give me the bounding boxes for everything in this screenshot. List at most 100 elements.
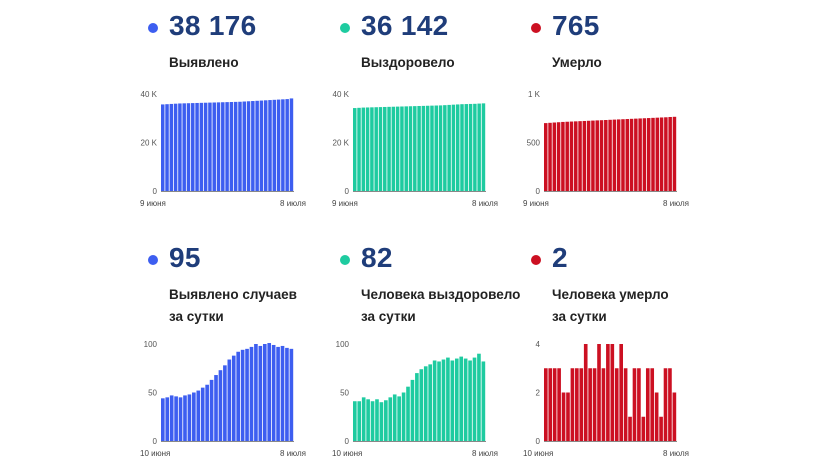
daily-deaths-label: Человека умерло за сутки xyxy=(552,284,669,328)
bar xyxy=(583,344,588,441)
bar xyxy=(672,116,677,191)
bar xyxy=(481,103,486,191)
x-tick-label-start: 10 июня xyxy=(523,449,553,458)
bar xyxy=(251,101,255,191)
x-tick-label-end: 8 июля xyxy=(280,449,306,458)
bar xyxy=(196,390,201,441)
bar xyxy=(443,105,447,191)
bar xyxy=(289,98,294,191)
bar xyxy=(255,100,259,191)
bar xyxy=(192,392,196,441)
bar xyxy=(395,106,400,191)
bar xyxy=(438,105,443,191)
bar xyxy=(477,353,481,441)
bar xyxy=(552,122,557,191)
bar xyxy=(417,106,421,191)
bar xyxy=(370,107,374,191)
legend-dot-icon xyxy=(148,255,158,265)
bar xyxy=(464,104,469,191)
bar xyxy=(421,105,426,191)
bar xyxy=(565,121,569,191)
label-line-1: Человека умерло xyxy=(552,287,669,302)
bar xyxy=(214,375,218,441)
bar xyxy=(645,368,650,441)
bar xyxy=(259,100,264,191)
bar xyxy=(415,373,419,441)
bar xyxy=(408,106,413,191)
x-tick-label-end: 8 июля xyxy=(663,199,689,208)
bar xyxy=(357,401,362,441)
y-tick-label: 0 xyxy=(536,437,541,446)
label-line-1: Выявлено случаев xyxy=(169,287,297,302)
label-line-1: Человека выздоровело xyxy=(361,287,521,302)
bar xyxy=(591,120,595,191)
bar xyxy=(437,361,441,441)
bar xyxy=(285,99,289,191)
bar xyxy=(425,105,430,191)
bar xyxy=(634,118,638,191)
legend-dot-icon xyxy=(340,23,350,33)
bar xyxy=(447,104,451,191)
bar xyxy=(379,402,384,441)
bar xyxy=(651,117,655,191)
bar xyxy=(477,103,481,191)
bar xyxy=(249,346,254,441)
bar xyxy=(182,103,186,191)
x-tick-label-start: 9 июня xyxy=(523,199,549,208)
y-tick-label: 100 xyxy=(144,340,158,349)
bar xyxy=(357,107,361,191)
total-cases-value: 38 176 xyxy=(169,10,257,41)
bar xyxy=(638,118,642,191)
bar xyxy=(186,103,191,191)
bar xyxy=(229,102,234,191)
bar xyxy=(432,360,437,441)
bar xyxy=(468,103,473,191)
bar xyxy=(599,120,604,191)
bar xyxy=(397,396,401,441)
y-tick-label: 0 xyxy=(536,187,541,196)
bar xyxy=(406,386,410,441)
bar xyxy=(370,401,375,441)
bar xyxy=(205,384,209,441)
y-tick-label: 40 K xyxy=(333,90,350,99)
bar xyxy=(366,399,370,441)
bar xyxy=(387,106,391,191)
label-line-2: за сутки xyxy=(552,309,607,324)
bar xyxy=(276,99,281,191)
bar xyxy=(199,102,204,191)
bar xyxy=(223,365,227,441)
bar xyxy=(463,358,468,441)
bar xyxy=(173,103,178,191)
bar xyxy=(610,344,615,441)
y-tick-label: 2 xyxy=(536,389,541,398)
bar xyxy=(472,357,477,441)
label-line-2: за сутки xyxy=(361,309,416,324)
bar xyxy=(392,394,397,441)
bar xyxy=(650,368,655,441)
y-tick-label: 1 K xyxy=(528,90,541,99)
y-tick-label: 50 xyxy=(340,389,349,398)
bar xyxy=(161,104,165,191)
bar xyxy=(161,398,165,441)
total-deaths-value: 765 xyxy=(552,10,600,41)
bar xyxy=(595,120,599,191)
chart-daily-deaths: 0 2 4 10 июня 8 июля xyxy=(523,340,689,458)
chart-total-deaths: 0 500 1 K 9 июня 8 июля xyxy=(523,90,689,208)
bar xyxy=(404,106,408,191)
bar xyxy=(200,387,205,441)
bar xyxy=(289,348,294,441)
bar xyxy=(586,120,591,191)
bar xyxy=(592,368,597,441)
x-tick-label-start: 9 июня xyxy=(332,199,358,208)
bar xyxy=(245,348,249,441)
y-tick-label: 100 xyxy=(336,340,350,349)
bar xyxy=(413,106,417,192)
bar xyxy=(434,105,439,191)
bar xyxy=(601,368,606,441)
bar xyxy=(454,358,459,441)
bar xyxy=(441,359,446,441)
legend-dot-icon xyxy=(531,255,541,265)
bar xyxy=(391,106,396,191)
bar xyxy=(419,369,424,441)
bar xyxy=(641,416,646,441)
